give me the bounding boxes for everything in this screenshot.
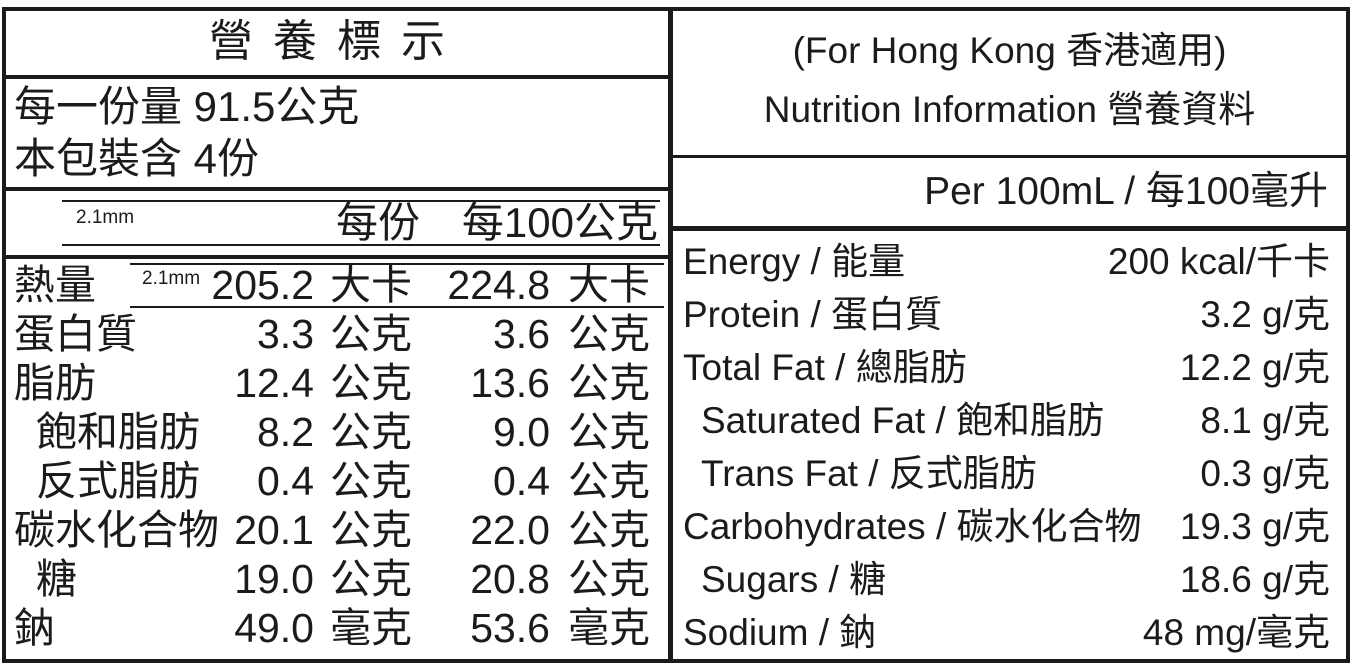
row-energy: Energy / 能量 200 kcal/千卡 bbox=[673, 235, 1346, 288]
row-value: 0.3 g/克 bbox=[1200, 453, 1330, 494]
row-fat: 脂肪 12.4 公克 13.6 公克 bbox=[6, 359, 668, 408]
value-per-serving: 20.1 bbox=[234, 507, 314, 553]
row-label: Energy / 能量 bbox=[683, 241, 906, 282]
panel-nutrition-information-hk: (For Hong Kong 香港適用) Nutrition Informati… bbox=[673, 11, 1346, 659]
unit-per-100g: 毫克 bbox=[568, 605, 650, 651]
value-per-100g: 20.8 bbox=[470, 556, 550, 602]
row-label: Saturated Fat / 飽和脂肪 bbox=[701, 400, 1105, 441]
row-carbohydrates: Carbohydrates / 碳水化合物 19.3 g/克 bbox=[673, 500, 1346, 553]
row-sodium: Sodium / 鈉 48 mg/毫克 bbox=[673, 606, 1346, 659]
unit-per-serving: 公克 bbox=[330, 507, 412, 553]
row-value: 12.2 g/克 bbox=[1179, 347, 1330, 388]
per-100ml-header: Per 100mL / 每100毫升 bbox=[673, 158, 1346, 231]
value-per-100g: 224.8 bbox=[447, 262, 550, 308]
serving-info-box: 每一份量 91.5公克 本包裝含 4份 bbox=[6, 79, 668, 191]
value-per-serving: 8.2 bbox=[257, 409, 314, 455]
value-per-100g: 0.4 bbox=[493, 458, 550, 504]
row-value: 8.1 g/克 bbox=[1200, 400, 1330, 441]
unit-per-100g: 公克 bbox=[568, 507, 650, 553]
row-label: 糖 bbox=[36, 556, 77, 602]
row-label: 飽和脂肪 bbox=[36, 409, 200, 455]
row-value: 200 kcal/千卡 bbox=[1107, 241, 1330, 282]
row-label: 蛋白質 bbox=[14, 311, 137, 357]
panel-nutrition-mark-tw: 營養標示 每一份量 91.5公克 本包裝含 4份 2.1mm 每份 每100公克… bbox=[6, 11, 673, 659]
unit-per-100g: 公克 bbox=[568, 311, 650, 357]
region-note: (For Hong Kong 香港適用) bbox=[792, 30, 1227, 71]
unit-per-100g: 公克 bbox=[568, 360, 650, 406]
measure-annotation: 2.1mm bbox=[142, 268, 201, 289]
unit-per-100g: 大卡 bbox=[568, 262, 650, 308]
row-label: Carbohydrates / 碳水化合物 bbox=[683, 506, 1142, 547]
row-value: 18.6 g/克 bbox=[1179, 559, 1330, 600]
row-value: 48 mg/毫克 bbox=[1142, 612, 1330, 653]
value-per-100g: 13.6 bbox=[470, 360, 550, 406]
row-value: 19.3 g/克 bbox=[1179, 506, 1330, 547]
row-sodium: 鈉 49.0 毫克 53.6 毫克 bbox=[6, 604, 668, 653]
nutrition-label-title: 營養標示 bbox=[6, 11, 668, 79]
row-sugars: Sugars / 糖 18.6 g/克 bbox=[673, 553, 1346, 606]
row-label: 鈉 bbox=[14, 605, 55, 651]
row-protein: 蛋白質 3.3 公克 3.6 公克 bbox=[6, 310, 668, 359]
nutrition-information-title: Nutrition Information 營養資料 bbox=[763, 89, 1256, 130]
measure-annotation: 2.1mm bbox=[76, 207, 135, 228]
nutrition-label-sheet: 營養標示 每一份量 91.5公克 本包裝含 4份 2.1mm 每份 每100公克… bbox=[2, 7, 1350, 663]
row-carbohydrate: 碳水化合物 20.1 公克 22.0 公克 bbox=[6, 506, 668, 555]
unit-per-100g: 公克 bbox=[568, 556, 650, 602]
unit-per-serving: 公克 bbox=[330, 458, 412, 504]
row-label: 碳水化合物 bbox=[14, 507, 219, 553]
row-sugar: 糖 19.0 公克 20.8 公克 bbox=[6, 555, 668, 604]
column-header-per-100g: 每100公克 bbox=[461, 199, 658, 246]
row-label: Protein / 蛋白質 bbox=[683, 294, 943, 335]
value-per-serving: 49.0 bbox=[234, 605, 314, 651]
unit-per-100g: 公克 bbox=[568, 409, 650, 455]
row-label: 熱量 bbox=[14, 262, 96, 308]
unit-per-serving: 大卡 bbox=[330, 262, 412, 308]
value-per-serving: 19.0 bbox=[234, 556, 314, 602]
value-per-100g: 3.6 bbox=[493, 311, 550, 357]
unit-per-100g: 公克 bbox=[568, 458, 650, 504]
value-per-serving: 3.3 bbox=[257, 311, 314, 357]
row-saturated-fat: Saturated Fat / 飽和脂肪 8.1 g/克 bbox=[673, 394, 1346, 447]
row-protein: Protein / 蛋白質 3.2 g/克 bbox=[673, 288, 1346, 341]
value-per-serving: 12.4 bbox=[234, 360, 314, 406]
value-per-100g: 22.0 bbox=[470, 507, 550, 553]
row-label: Sodium / 鈉 bbox=[683, 612, 877, 653]
unit-per-serving: 公克 bbox=[330, 409, 412, 455]
row-calories: 熱量 2.1mm 205.2 大卡 224.8 大卡 bbox=[6, 261, 668, 310]
hk-header-box: (For Hong Kong 香港適用) Nutrition Informati… bbox=[673, 11, 1346, 158]
row-saturated-fat: 飽和脂肪 8.2 公克 9.0 公克 bbox=[6, 408, 668, 457]
type-height-rule bbox=[130, 263, 664, 308]
servings-per-package-line: 本包裝含 4份 bbox=[14, 135, 260, 182]
row-label: Total Fat / 總脂肪 bbox=[683, 347, 967, 388]
column-header-row: 2.1mm 每份 每100公克 bbox=[6, 191, 668, 259]
row-label: 脂肪 bbox=[14, 360, 96, 406]
row-total-fat: Total Fat / 總脂肪 12.2 g/克 bbox=[673, 341, 1346, 394]
value-per-100g: 53.6 bbox=[470, 605, 550, 651]
serving-size-line: 每一份量 91.5公克 bbox=[14, 83, 360, 130]
value-per-100g: 9.0 bbox=[493, 409, 550, 455]
unit-per-serving: 毫克 bbox=[330, 605, 412, 651]
row-label: Trans Fat / 反式脂肪 bbox=[701, 453, 1037, 494]
unit-per-serving: 公克 bbox=[330, 360, 412, 406]
column-header-per-serving: 每份 bbox=[335, 199, 420, 246]
nutrition-table-hk: Energy / 能量 200 kcal/千卡 Protein / 蛋白質 3.… bbox=[673, 231, 1346, 659]
value-per-serving: 0.4 bbox=[257, 458, 314, 504]
type-height-rule bbox=[62, 200, 660, 246]
row-trans-fat: Trans Fat / 反式脂肪 0.3 g/克 bbox=[673, 447, 1346, 500]
row-value: 3.2 g/克 bbox=[1200, 294, 1330, 335]
row-label: 反式脂肪 bbox=[36, 458, 200, 504]
row-trans-fat: 反式脂肪 0.4 公克 0.4 公克 bbox=[6, 457, 668, 506]
unit-per-serving: 公克 bbox=[330, 556, 412, 602]
row-label: Sugars / 糖 bbox=[701, 559, 887, 600]
nutrition-table-tw: 熱量 2.1mm 205.2 大卡 224.8 大卡 蛋白質 3.3 公克 3.… bbox=[6, 259, 668, 659]
value-per-serving: 205.2 bbox=[211, 262, 314, 308]
unit-per-serving: 公克 bbox=[330, 311, 412, 357]
